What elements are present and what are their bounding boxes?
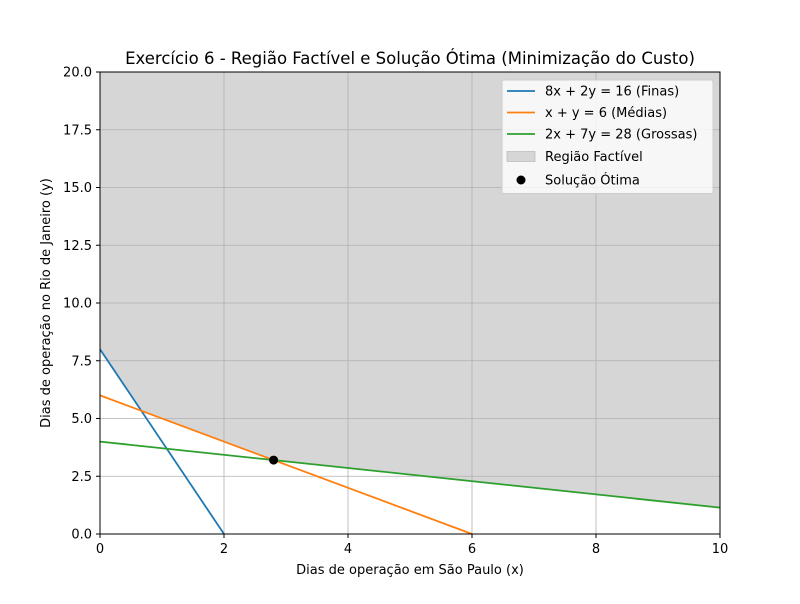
y-tick-label-8: 20.0 — [63, 66, 92, 81]
legend-label-3: Região Factível — [545, 150, 643, 165]
x-tick-label-2: 4 — [344, 542, 352, 557]
y-tick-label-6: 15.0 — [63, 181, 92, 196]
legend-label-4: Solução Ótima — [545, 173, 640, 189]
x-tick-label-3: 6 — [468, 542, 476, 557]
y-tick-label-5: 12.5 — [63, 239, 92, 254]
y-tick-label-1: 2.5 — [71, 470, 92, 485]
x-tick-label-1: 2 — [220, 542, 228, 557]
series-line-0 — [99, 348, 225, 535]
y-tick-label-3: 7.5 — [71, 354, 92, 369]
x-tick-label-4: 8 — [592, 542, 600, 557]
legend: 8x + 2y = 16 (Finas) x + y = 6 (Médias) 2x… — [501, 79, 714, 194]
chart-title: Exercício 6 - Região Factível e Solução … — [125, 49, 695, 68]
x-tick-label-0: 0 — [96, 542, 104, 557]
y-tick-label-2: 5.0 — [71, 412, 92, 427]
y-tick-label-4: 10.0 — [63, 297, 92, 312]
series-line-2 — [99, 440, 721, 509]
legend-box — [501, 79, 714, 194]
legend-label-1: x + y = 6 (Médias) — [545, 106, 667, 121]
series-line-1 — [99, 394, 473, 535]
legend-swatch-4 — [516, 175, 526, 185]
y-tick-label-0: 0.0 — [71, 528, 92, 543]
y-axis-label: Dias de operação no Rio de Janeiro (y) — [39, 178, 54, 428]
x-axis-label: Dias de operação em São Paulo (x) — [296, 563, 524, 578]
legend-label-0: 8x + 2y = 16 (Finas) — [545, 85, 679, 100]
x-tick-label-5: 10 — [712, 542, 729, 557]
y-tick-label-7: 17.5 — [63, 123, 92, 138]
optimal-point-marker — [269, 455, 279, 465]
legend-swatch-3 — [506, 151, 536, 162]
legend-label-2: 2x + 7y = 28 (Grossas) — [545, 128, 697, 143]
